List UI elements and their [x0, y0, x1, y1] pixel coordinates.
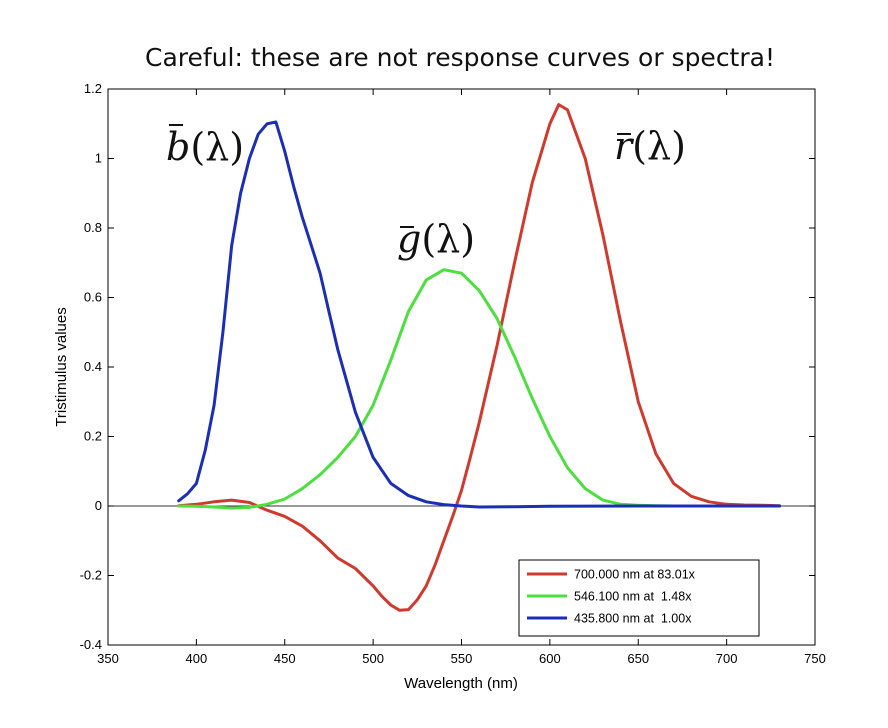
series-line-2 — [177, 120, 782, 509]
x-tick-label: 750 — [804, 651, 826, 666]
y-axis-label: Tristimulus values — [53, 307, 70, 426]
curve-label-base: b — [166, 125, 190, 169]
y-tick-label: 0.2 — [84, 429, 102, 444]
series-line-0 — [177, 103, 782, 612]
curve-label-paren: (λ) — [632, 124, 686, 168]
y-tick-label: 0.8 — [84, 220, 102, 235]
x-tick-label: 600 — [539, 651, 561, 666]
x-axis-label: Wavelength (nm) — [404, 675, 518, 692]
x-tick-label: 700 — [716, 651, 738, 666]
x-tick-label: 650 — [627, 651, 649, 666]
y-tick-label: 0.6 — [84, 290, 102, 305]
plot-area — [107, 88, 816, 646]
y-tick-label: -0.2 — [80, 568, 102, 583]
y-tick-label: 1.2 — [84, 81, 102, 96]
x-tick-label: 400 — [186, 651, 208, 666]
x-tick-label: 450 — [274, 651, 296, 666]
y-tick-label: 1 — [95, 151, 102, 166]
curve-labels: r(λ)g(λ)b(λ) — [166, 124, 686, 261]
y-tick-label: 0 — [95, 498, 102, 513]
x-tick-label: 550 — [451, 651, 473, 666]
x-tick-label: 500 — [362, 651, 384, 666]
curve-label-paren: (λ) — [190, 125, 244, 169]
y-tick-label: 0.4 — [84, 359, 102, 374]
chart-title: Careful: these are not response curves o… — [145, 43, 775, 72]
legend: 700.000 nm at 83.01x 546.100 nm at 1.48x 4… — [518, 559, 760, 637]
curve-label-base: g — [397, 217, 421, 261]
legend-entry-label: 700.000 nm at 83.01x — [574, 568, 696, 582]
curve-label-r: r(λ) — [614, 124, 686, 168]
curve-label-g: g(λ) — [397, 217, 475, 261]
curve-label-b: b(λ) — [166, 125, 244, 169]
series-lines — [177, 103, 782, 612]
axis-ticks: 350 400 450 500 550 600 650 700 750 -0.4 -0.2 0 0.2 0… — [80, 81, 826, 666]
legend-entry-label: 546.100 nm at 1.48x — [574, 590, 692, 604]
y-tick-label: -0.4 — [80, 637, 102, 652]
curve-label-paren: (λ) — [421, 217, 475, 261]
x-tick-label: 350 — [97, 651, 119, 666]
legend-entry-label: 435.800 nm at 1.00x — [574, 612, 692, 626]
